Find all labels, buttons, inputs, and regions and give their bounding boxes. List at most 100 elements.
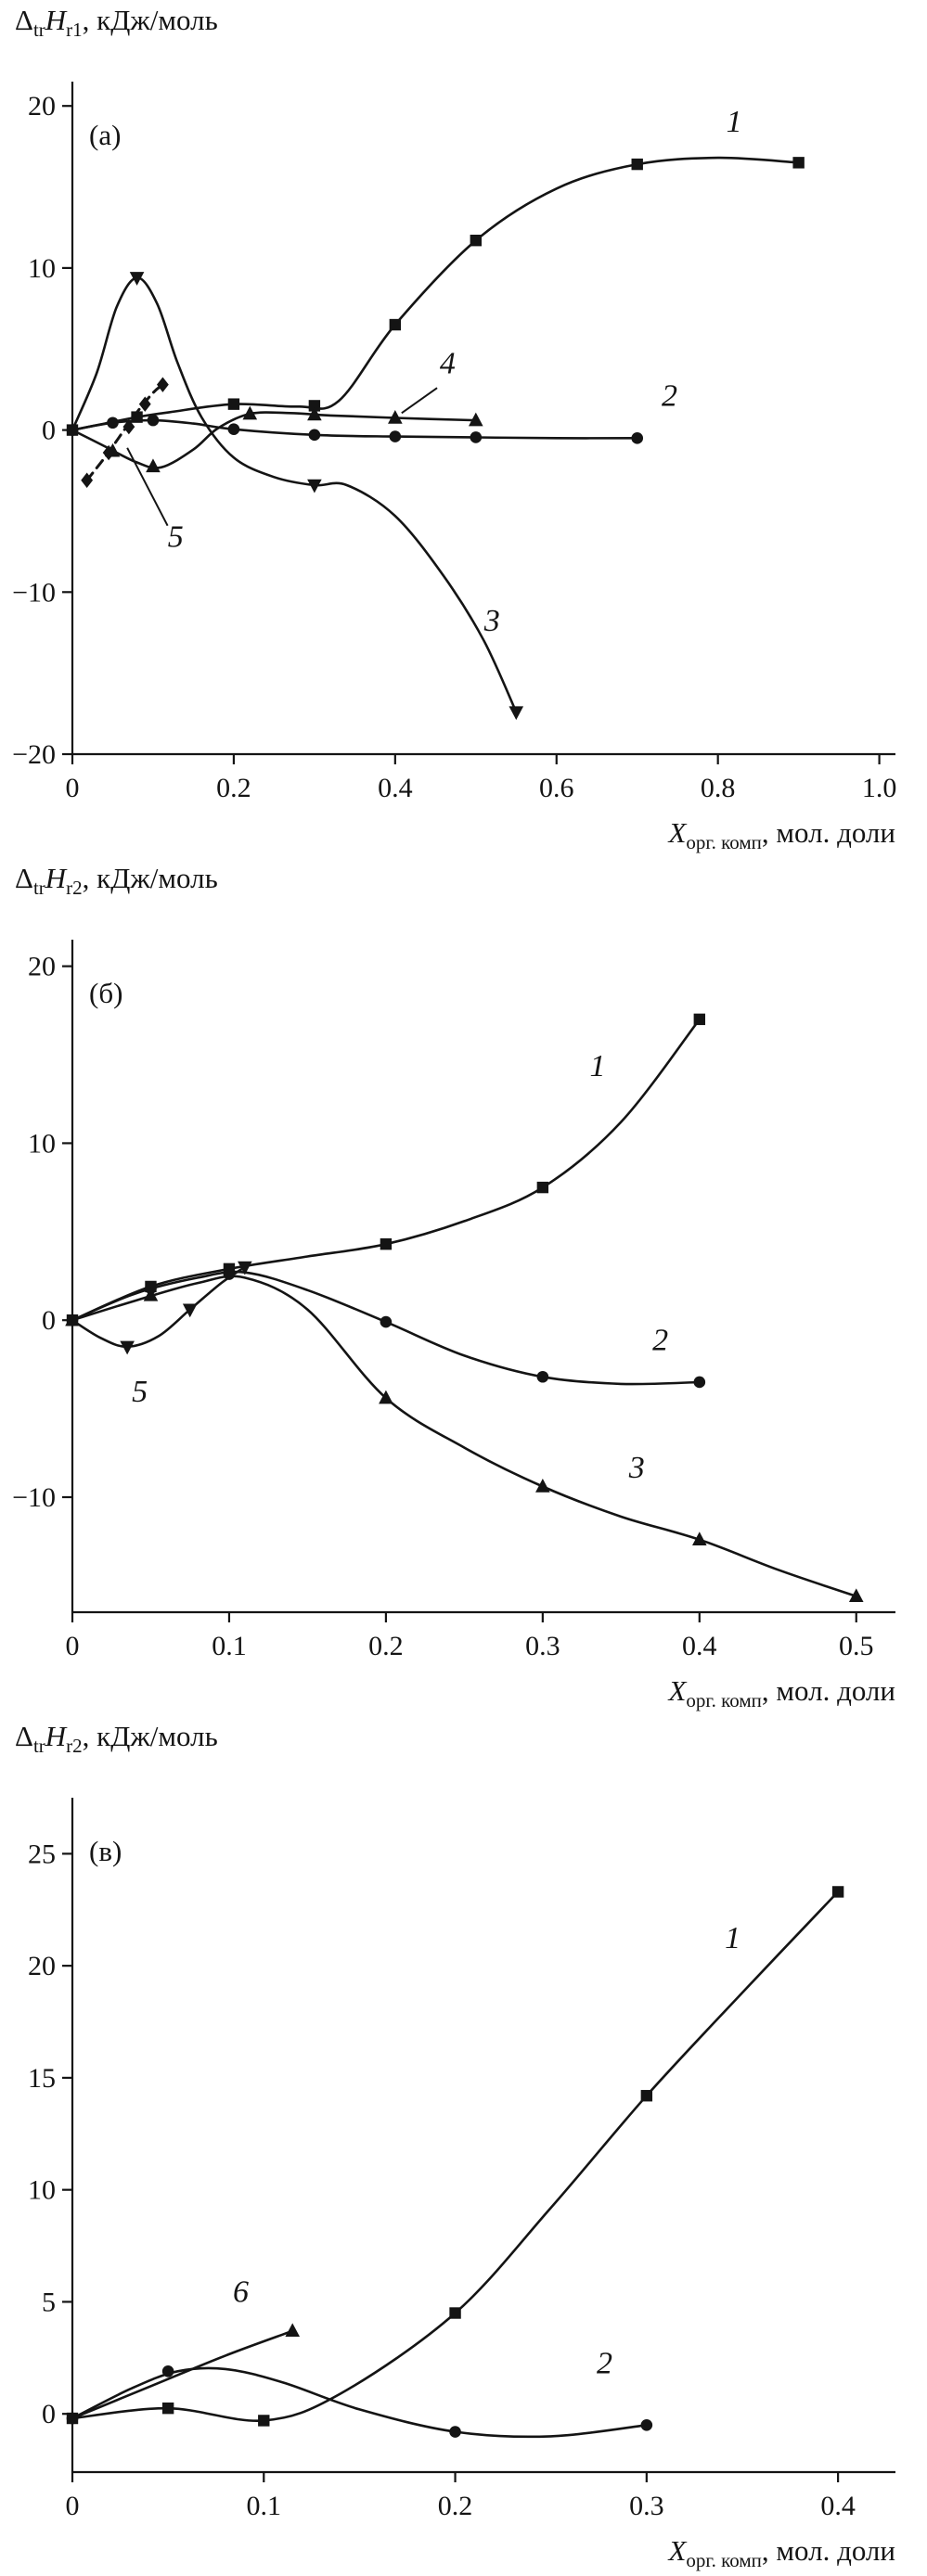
marker-triangle-up bbox=[143, 1287, 159, 1301]
curve-2-path bbox=[71, 1270, 702, 1386]
curve-label-5: 5 bbox=[168, 519, 184, 554]
marker-triangle-up bbox=[388, 410, 403, 424]
curve-2-path bbox=[71, 418, 638, 440]
curve-label-3: 3 bbox=[483, 604, 500, 638]
marker-square bbox=[227, 398, 240, 410]
y-tick-label: 0 bbox=[42, 2399, 56, 2429]
series-1: 1 bbox=[66, 105, 805, 436]
curve-label-2: 2 bbox=[662, 378, 677, 413]
curve-4-leader-line bbox=[401, 387, 438, 415]
panel-letter: (а) bbox=[89, 119, 122, 151]
series-2: 2 bbox=[66, 1268, 706, 1389]
chart-canvas-panel-b: 20 10 0 −10 0 0.1 0.2 0.3 0.4 0.5 1 2 3 5 bbox=[12, 940, 895, 1661]
marker-triangle-up bbox=[242, 405, 258, 420]
marker-square bbox=[792, 157, 805, 169]
marker-triangle-down bbox=[129, 272, 145, 286]
y-tick-label: 5 bbox=[42, 2287, 56, 2317]
marker-triangle-down bbox=[307, 479, 322, 493]
curve-5-leader-line bbox=[126, 447, 169, 527]
y-tick-label: 0 bbox=[42, 416, 56, 446]
marker-circle bbox=[640, 2418, 653, 2431]
y-tick-label: 20 bbox=[28, 1951, 56, 1981]
enthalpy-symbol: H bbox=[45, 862, 67, 894]
x-tick-label: 0.2 bbox=[438, 2491, 473, 2521]
curve-label-6: 6 bbox=[233, 2275, 249, 2309]
marker-triangle-up bbox=[285, 2323, 301, 2338]
curve-label-2: 2 bbox=[652, 1324, 668, 1358]
marker-square bbox=[380, 1237, 393, 1250]
curve-2-path bbox=[71, 2366, 649, 2439]
curve-label-2: 2 bbox=[597, 2347, 612, 2381]
y-tick-label: −10 bbox=[12, 1482, 56, 1513]
mole-fraction-symbol: X bbox=[668, 815, 687, 849]
axes: 25 20 15 10 5 0 0 0.1 0.2 0.3 0.4 bbox=[28, 1798, 895, 2521]
curve-3-path bbox=[71, 276, 518, 713]
plot-area: 20 10 0 −10 0 0.1 0.2 0.3 0.4 0.5 1 2 3 5 bbox=[12, 940, 895, 1661]
curve-1-path bbox=[71, 1890, 840, 2423]
y-axis-title: ΔtrHr1, кДж/моль bbox=[15, 4, 218, 42]
mole-fraction-symbol: X bbox=[668, 1673, 687, 1707]
series-4: 4 bbox=[71, 346, 483, 473]
x-tick-label: 0.6 bbox=[539, 773, 574, 803]
panel-b: ΔtrHr2, кДж/моль (б) 20 10 0 −10 0 0.1 0.2 0.3 0… bbox=[0, 858, 927, 1716]
mole-fraction-subscript: орг. комп bbox=[686, 831, 762, 853]
marker-triangle-down bbox=[509, 706, 524, 721]
panel-letter: (б) bbox=[89, 977, 123, 1009]
curve-3-path bbox=[71, 1275, 858, 1598]
enthalpy-symbol: H bbox=[45, 1720, 67, 1752]
y-tick-label: 10 bbox=[28, 253, 56, 284]
marker-square bbox=[161, 2402, 174, 2415]
series-2: 2 bbox=[66, 2347, 653, 2439]
curve-label-1: 1 bbox=[725, 1921, 740, 1955]
delta-subscript: tr bbox=[32, 877, 45, 900]
marker-square bbox=[470, 235, 483, 247]
marker-diamond bbox=[156, 377, 169, 392]
marker-square bbox=[631, 158, 643, 171]
delta-subscript: tr bbox=[32, 19, 45, 42]
marker-circle bbox=[147, 414, 160, 427]
x-tick-label: 1.0 bbox=[862, 773, 897, 803]
y-tick-label: −20 bbox=[12, 739, 56, 770]
y-axis-title: ΔtrHr2, кДж/моль bbox=[15, 862, 218, 900]
marker-square bbox=[693, 1013, 706, 1026]
marker-triangle-down bbox=[120, 1340, 135, 1355]
mole-fraction-subscript: орг. комп bbox=[686, 1689, 762, 1711]
curve-5-path bbox=[71, 1265, 247, 1349]
delta-symbol: Δ bbox=[15, 1720, 33, 1752]
curve-4-path bbox=[71, 411, 478, 469]
x-tick-label: 0 bbox=[66, 2491, 80, 2521]
chart-canvas-panel-a: 20 10 0 −10 −20 0 0.2 0.4 0.6 0.8 1.0 1 2 3 4 5 bbox=[12, 82, 897, 803]
series-3: 3 bbox=[71, 272, 524, 721]
x-tick-label: 0.1 bbox=[247, 2491, 282, 2521]
marker-square bbox=[831, 1886, 844, 1898]
marker-diamond bbox=[138, 396, 151, 412]
x-axis-units: , мол. доли bbox=[761, 2533, 895, 2567]
x-tick-label: 0.1 bbox=[212, 1631, 247, 1661]
marker-triangle-up bbox=[848, 1588, 864, 1603]
x-tick-label: 0.4 bbox=[820, 2491, 856, 2521]
marker-square bbox=[258, 2415, 270, 2427]
panel-a: ΔtrHr1, кДж/моль (а) 20 10 0 −10 −20 0 0.2 0.4 0… bbox=[0, 0, 927, 858]
marker-square bbox=[536, 1181, 549, 1194]
panel-v: ΔtrHr2, кДж/моль (в) 25 20 15 10 5 0 0 0.1 0.2 0.… bbox=[0, 1716, 927, 2576]
x-tick-label: 0.5 bbox=[839, 1631, 874, 1661]
series-3: 3 bbox=[65, 1275, 864, 1603]
marker-circle bbox=[693, 1376, 706, 1389]
marker-triangle-up bbox=[379, 1390, 393, 1404]
panel-letter: (в) bbox=[89, 1835, 122, 1867]
enthalpy-subscript: r2 bbox=[66, 877, 83, 900]
plot-area: 25 20 15 10 5 0 0 0.1 0.2 0.3 0.4 1 2 6 bbox=[28, 1798, 895, 2521]
x-tick-label: 0.4 bbox=[378, 773, 413, 803]
marker-triangle-down bbox=[238, 1261, 252, 1275]
enthalpy-subscript: r2 bbox=[66, 1735, 83, 1758]
y-tick-label: 15 bbox=[28, 2063, 56, 2094]
x-tick-label: 0.2 bbox=[216, 773, 251, 803]
curve-label-1: 1 bbox=[727, 105, 742, 139]
marker-square bbox=[308, 400, 321, 412]
marker-triangle-down bbox=[182, 1303, 198, 1318]
y-tick-label: 10 bbox=[28, 1128, 56, 1159]
y-tick-label: 0 bbox=[42, 1305, 56, 1336]
x-tick-label: 0.8 bbox=[701, 773, 736, 803]
y-tick-label: 25 bbox=[28, 1839, 56, 1869]
y-axis-units: , кДж/моль bbox=[82, 862, 218, 894]
